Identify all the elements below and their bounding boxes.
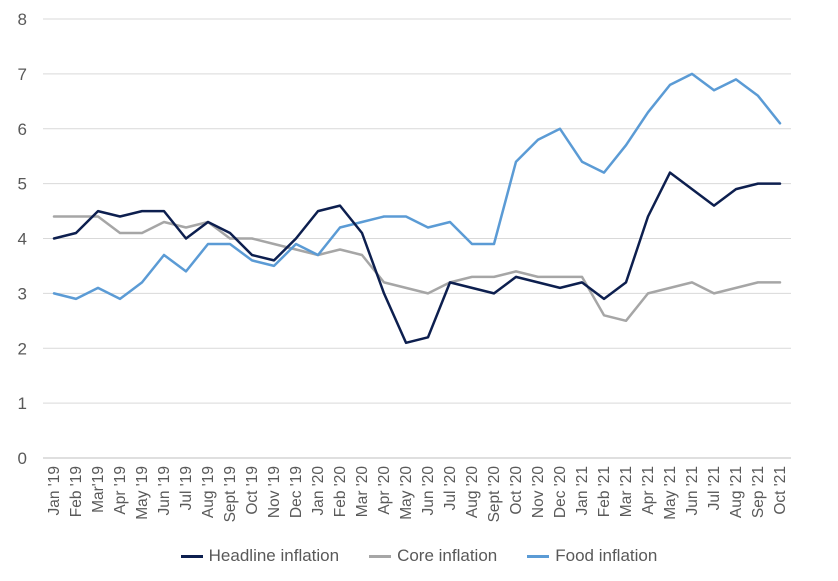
x-tick-label: May '19 <box>134 466 151 520</box>
x-tick-label: May '21 <box>662 466 679 520</box>
legend-swatch-core <box>369 554 392 558</box>
legend-swatch-food <box>527 554 550 558</box>
x-tick-label: Feb '19 <box>68 466 85 517</box>
legend-swatch-headline <box>180 554 203 558</box>
legend-label-core: Core inflation <box>397 546 498 565</box>
series-line-core-inflation <box>52 215 782 323</box>
legend-item-headline: Headline inflation <box>180 546 340 566</box>
series-lines <box>52 72 782 345</box>
x-tick-label: Jan '21 <box>574 466 591 516</box>
x-tick-label: Nov '20 <box>530 466 547 518</box>
x-tick-label: Jan '20 <box>310 466 327 516</box>
legend-item-core: Core inflation <box>369 546 497 566</box>
y-tick-label: 8 <box>18 10 27 29</box>
x-axis-ticks: Jan '19 Feb '19 Mar'19 Apr '19 May '19 Jun '1… <box>46 466 789 523</box>
x-tick-label: Sept '19 <box>222 466 239 522</box>
x-tick-label: Jul '21 <box>706 466 723 510</box>
y-tick-label: 0 <box>18 449 27 468</box>
x-tick-label: Aug '20 <box>464 466 481 518</box>
x-tick-label: Oct '20 <box>508 466 525 515</box>
x-tick-label: Oct '21 <box>772 466 789 515</box>
y-axis-ticks: 0 1 2 3 4 5 6 7 8 <box>18 10 27 468</box>
y-tick-label: 2 <box>18 339 27 358</box>
x-tick-label: Oct '19 <box>244 466 261 515</box>
x-tick-label: Feb '21 <box>596 466 613 517</box>
y-tick-label: 5 <box>18 175 27 194</box>
y-tick-label: 4 <box>18 230 27 249</box>
y-tick-label: 6 <box>18 120 27 139</box>
x-tick-label: Jan '19 <box>46 466 63 516</box>
x-tick-label: Aug '21 <box>728 466 745 518</box>
x-tick-label: Mar '21 <box>618 466 635 517</box>
x-tick-label: Dec '20 <box>552 466 569 518</box>
y-tick-label: 7 <box>18 65 27 84</box>
y-tick-label: 3 <box>18 284 27 303</box>
legend: Headline inflation Core inflation Food i… <box>0 538 838 574</box>
x-tick-label: Feb '20 <box>332 466 349 518</box>
x-tick-label: Mar'19 <box>90 466 107 513</box>
x-tick-label: Apr '19 <box>112 466 129 515</box>
legend-label-headline: Headline inflation <box>208 546 340 565</box>
x-tick-label: Jun '19 <box>156 466 173 516</box>
gridlines <box>43 18 791 404</box>
x-tick-label: Sep '21 <box>750 466 767 518</box>
x-tick-label: Jul '20 <box>442 466 459 511</box>
legend-item-food: Food inflation <box>527 546 657 566</box>
x-tick-label: Nov '19 <box>266 466 283 518</box>
x-tick-label: Aug '19 <box>200 466 217 518</box>
x-tick-label: Jul '19 <box>178 466 195 510</box>
x-tick-label: Apr '20 <box>376 466 393 515</box>
x-tick-label: Dec '19 <box>288 466 305 518</box>
line-chart: 0 1 2 3 4 5 6 7 8 Jan '19 Feb '19 Mar'19 Apr '19 May… <box>18 10 791 523</box>
x-tick-label: Jun '20 <box>420 466 437 516</box>
series-line-food-inflation <box>52 72 782 301</box>
x-tick-label: May '20 <box>398 466 415 520</box>
y-tick-label: 1 <box>18 394 27 413</box>
legend-label-food: Food inflation <box>555 546 658 565</box>
x-tick-label: Sept '20 <box>486 466 503 523</box>
x-tick-label: Jun '21 <box>684 466 701 516</box>
x-tick-label: Apr '21 <box>640 466 657 515</box>
x-tick-label: Mar '20 <box>354 466 371 518</box>
series-line-headline-inflation <box>52 171 782 345</box>
